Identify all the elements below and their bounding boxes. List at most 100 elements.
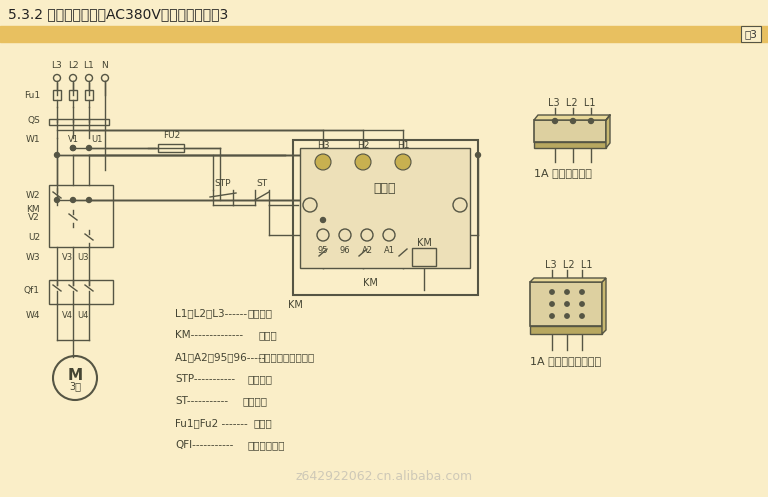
Text: QS: QS xyxy=(27,115,40,125)
Circle shape xyxy=(580,290,584,294)
Circle shape xyxy=(580,314,584,318)
Text: ST: ST xyxy=(257,179,267,188)
Circle shape xyxy=(71,197,75,202)
Bar xyxy=(534,120,606,142)
Text: 5.3.2 控制电源电压为AC380V的接线图，见图3: 5.3.2 控制电源电压为AC380V的接线图，见图3 xyxy=(8,7,228,21)
Text: V3: V3 xyxy=(62,253,73,262)
Circle shape xyxy=(550,290,554,294)
Text: 启动按钮: 启动按钮 xyxy=(243,396,267,406)
Text: A1、A2、95、96-----: A1、A2、95、96----- xyxy=(175,352,266,362)
Circle shape xyxy=(315,154,331,170)
Bar xyxy=(293,140,478,295)
Bar xyxy=(53,90,61,100)
Text: A2: A2 xyxy=(362,246,372,255)
Bar xyxy=(49,280,113,304)
Circle shape xyxy=(552,118,558,123)
Text: STP: STP xyxy=(215,179,231,188)
Bar xyxy=(49,119,109,125)
Text: U4: U4 xyxy=(78,311,89,320)
Text: H1: H1 xyxy=(397,141,409,150)
Text: W2: W2 xyxy=(25,190,40,199)
Bar xyxy=(0,26,768,42)
Text: Fu1: Fu1 xyxy=(24,90,40,99)
Circle shape xyxy=(55,153,59,158)
Text: W4: W4 xyxy=(25,311,40,320)
Circle shape xyxy=(550,302,554,306)
Text: V4: V4 xyxy=(62,311,73,320)
Text: N: N xyxy=(101,61,108,70)
Circle shape xyxy=(395,154,411,170)
Text: L1: L1 xyxy=(84,61,94,70)
Text: U3: U3 xyxy=(78,253,89,262)
Bar xyxy=(85,90,93,100)
Text: W3: W3 xyxy=(25,253,40,262)
Bar xyxy=(300,148,470,268)
Circle shape xyxy=(71,146,75,151)
Text: H3: H3 xyxy=(316,141,329,150)
Text: L3: L3 xyxy=(51,61,62,70)
Text: 1A 以下各相三次穿心: 1A 以下各相三次穿心 xyxy=(530,356,601,366)
Text: L1、L2、L3------: L1、L2、L3------ xyxy=(175,308,247,318)
Circle shape xyxy=(571,118,575,123)
Circle shape xyxy=(588,118,594,123)
Text: z642922062.cn.alibaba.com: z642922062.cn.alibaba.com xyxy=(296,470,472,483)
Text: M: M xyxy=(68,367,83,383)
Circle shape xyxy=(55,197,59,202)
Text: V2: V2 xyxy=(28,214,40,223)
Polygon shape xyxy=(530,326,602,334)
Text: 接触器: 接触器 xyxy=(258,330,277,340)
Text: H2: H2 xyxy=(357,141,369,150)
Text: L3  L2  L1: L3 L2 L1 xyxy=(545,260,592,270)
Text: 3～: 3～ xyxy=(69,381,81,391)
Text: 保护器: 保护器 xyxy=(374,181,396,194)
Polygon shape xyxy=(606,115,610,148)
Text: FU2: FU2 xyxy=(164,131,180,140)
Text: KM: KM xyxy=(26,205,40,215)
Circle shape xyxy=(564,302,569,306)
Circle shape xyxy=(580,302,584,306)
Bar xyxy=(69,90,77,100)
Text: U1: U1 xyxy=(91,136,102,145)
Circle shape xyxy=(320,218,326,223)
Circle shape xyxy=(71,146,75,151)
Bar xyxy=(49,185,113,247)
Bar xyxy=(530,282,602,326)
Circle shape xyxy=(564,314,569,318)
Text: Qf1: Qf1 xyxy=(24,285,40,295)
Text: 保护器接线端子号码: 保护器接线端子号码 xyxy=(258,352,314,362)
Text: 电动机保护器: 电动机保护器 xyxy=(248,440,285,450)
Text: L2: L2 xyxy=(68,61,78,70)
Text: 图3: 图3 xyxy=(744,29,757,39)
Text: L3  L2  L1: L3 L2 L1 xyxy=(548,98,595,108)
Text: ST-----------: ST----------- xyxy=(175,396,228,406)
Text: 1A 以上一次穿心: 1A 以上一次穿心 xyxy=(534,168,592,178)
Text: 熔断器: 熔断器 xyxy=(253,418,272,428)
Text: KM: KM xyxy=(416,238,432,248)
Text: Fu1、Fu2 -------: Fu1、Fu2 ------- xyxy=(175,418,248,428)
Text: A1: A1 xyxy=(383,246,395,255)
Circle shape xyxy=(87,146,91,151)
Text: STP-----------: STP----------- xyxy=(175,374,235,384)
Circle shape xyxy=(355,154,371,170)
Text: KM: KM xyxy=(287,300,303,310)
Bar xyxy=(412,248,436,266)
Text: W1: W1 xyxy=(25,136,40,145)
Text: KM--------------: KM-------------- xyxy=(175,330,243,340)
Text: U2: U2 xyxy=(28,233,40,242)
Polygon shape xyxy=(534,115,610,120)
Circle shape xyxy=(550,314,554,318)
Text: QFl-----------: QFl----------- xyxy=(175,440,233,450)
Polygon shape xyxy=(530,278,606,282)
Text: 停止按钮: 停止按钮 xyxy=(248,374,273,384)
Circle shape xyxy=(475,153,481,158)
Circle shape xyxy=(87,197,91,202)
Bar xyxy=(158,144,184,152)
Text: 95: 95 xyxy=(318,246,328,255)
Polygon shape xyxy=(534,142,606,148)
Text: V1: V1 xyxy=(68,136,78,145)
Text: 96: 96 xyxy=(339,246,350,255)
Circle shape xyxy=(564,290,569,294)
Polygon shape xyxy=(602,278,606,334)
Text: 三相电源: 三相电源 xyxy=(248,308,273,318)
Text: KM: KM xyxy=(362,278,377,288)
